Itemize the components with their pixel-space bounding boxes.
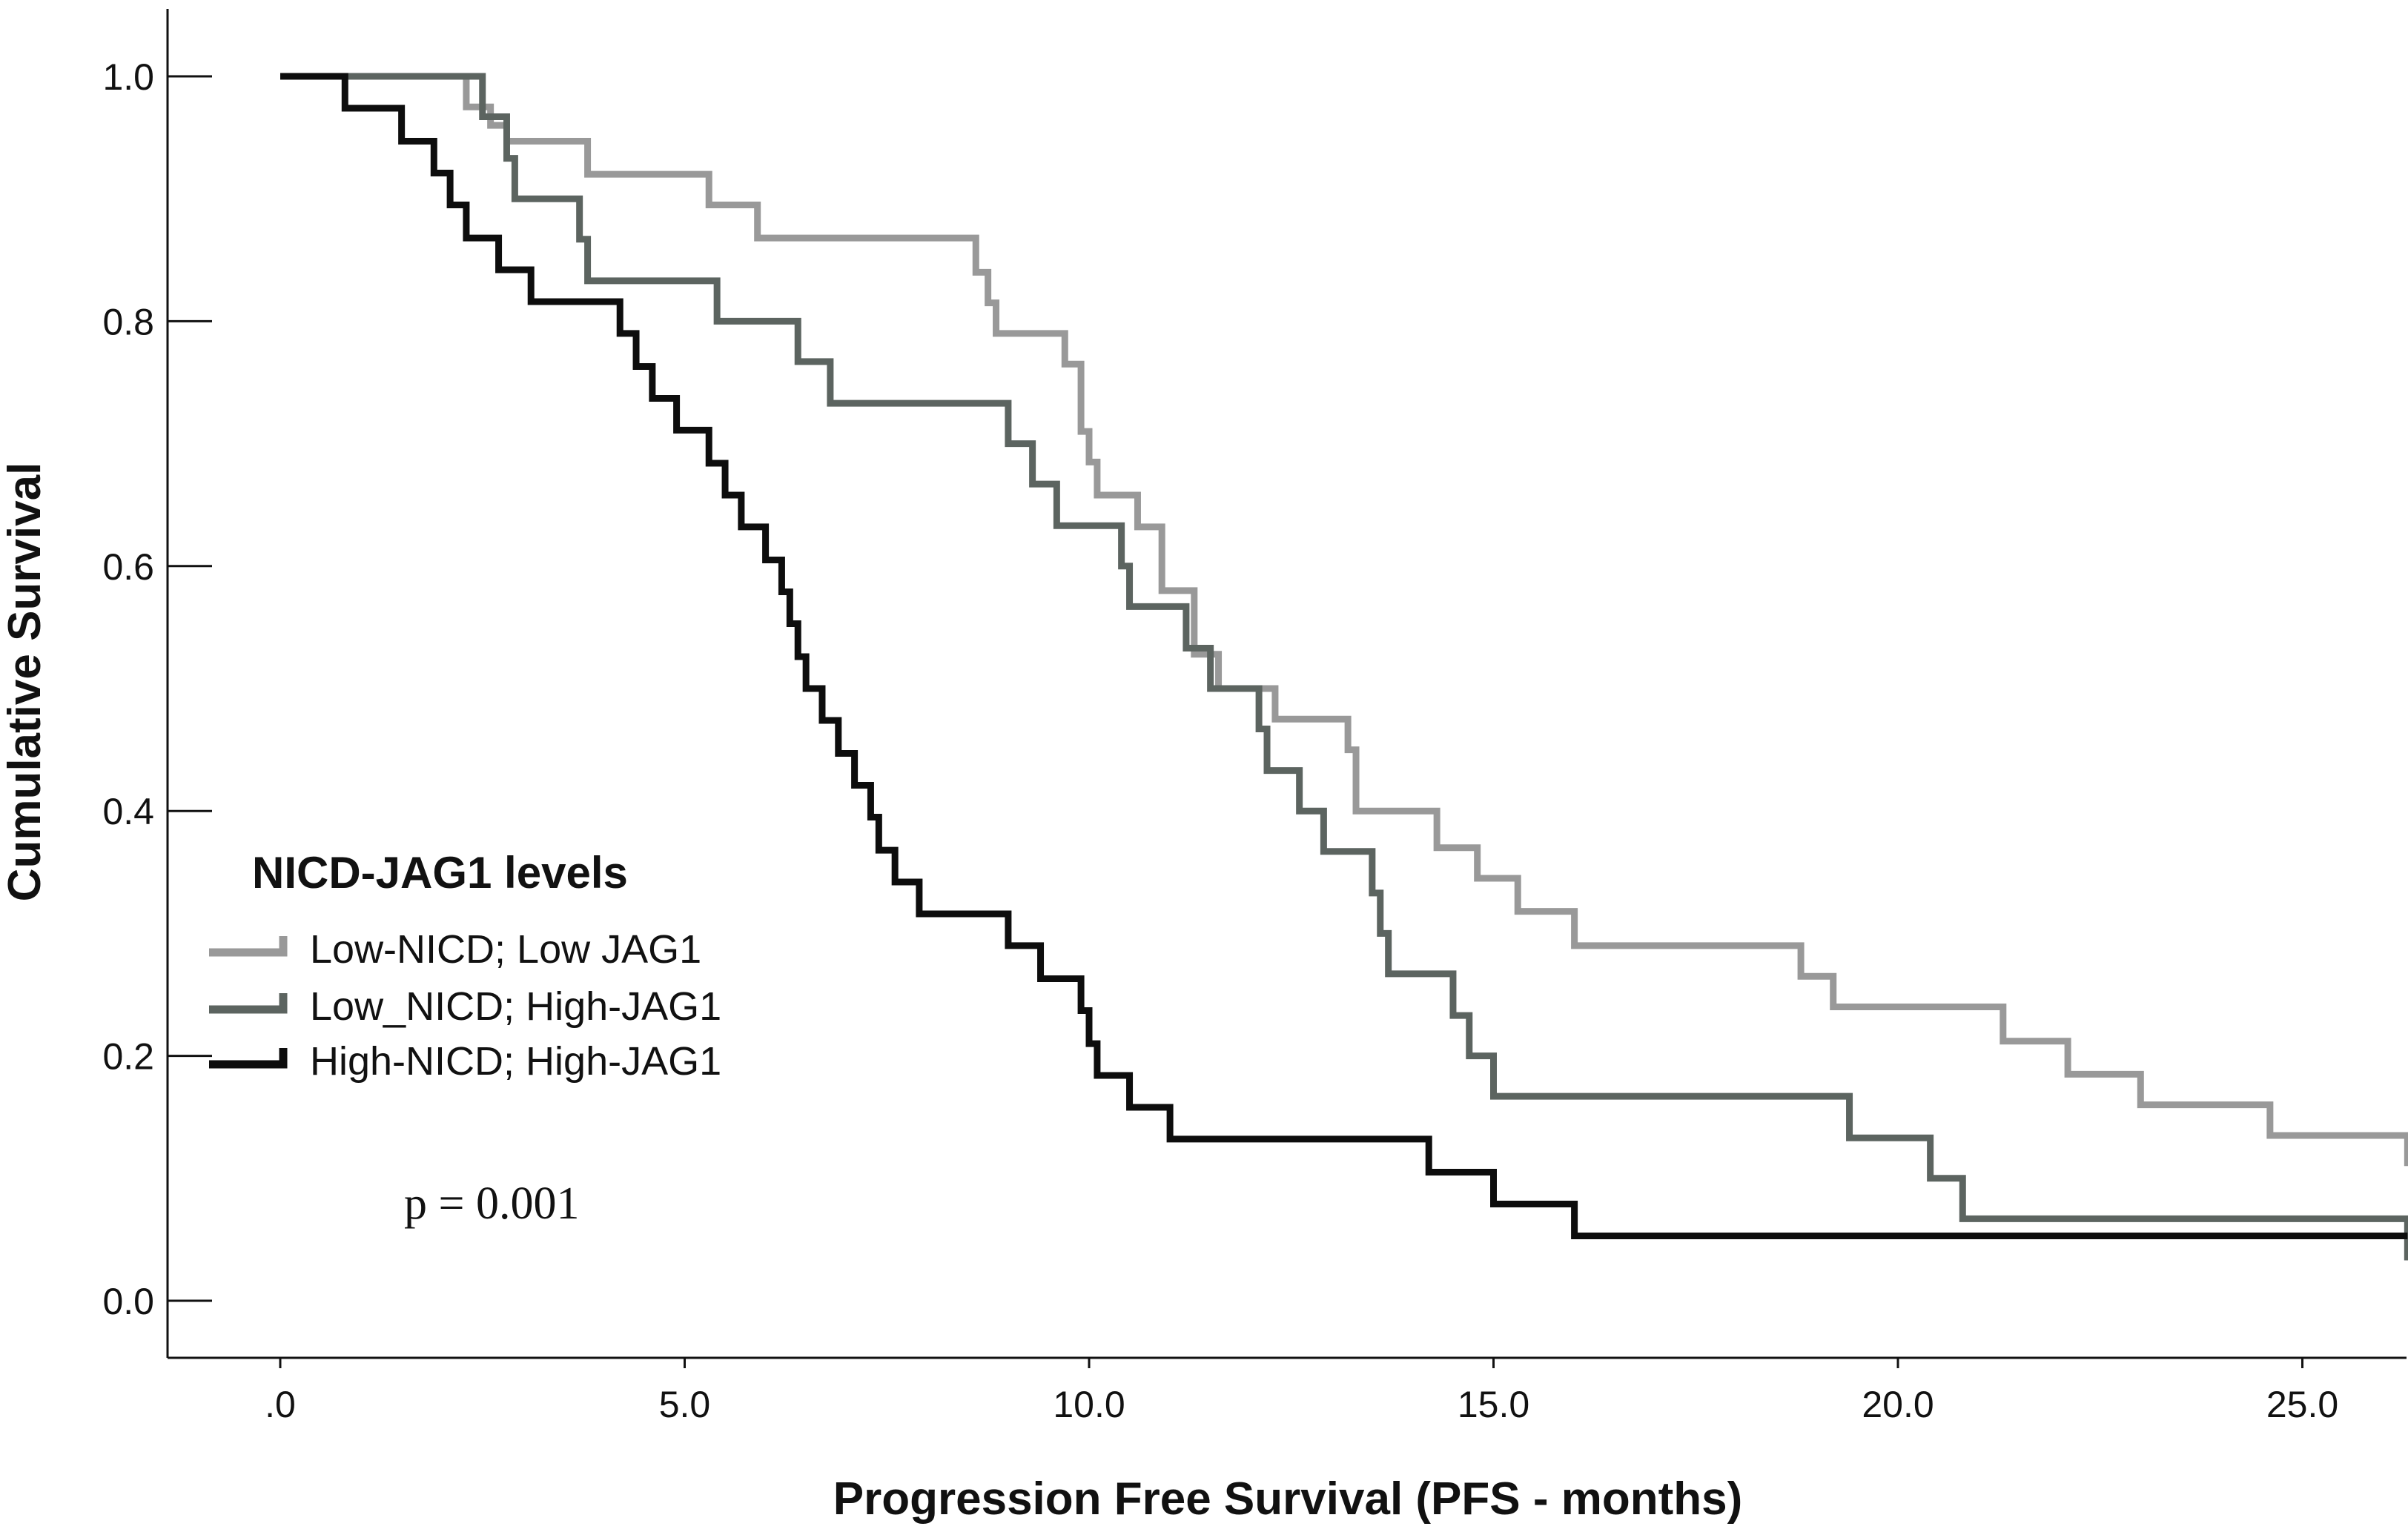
x-tick-label: 15.0	[1458, 1384, 1529, 1425]
x-axis-title: Progression Free Survival (PFS - months)	[833, 1473, 1743, 1525]
legend-swatch	[209, 993, 288, 1014]
x-tick-label: 20.0	[1862, 1384, 1934, 1425]
legend-title: NICD-JAG1 levels	[252, 848, 628, 898]
legend: NICD-JAG1 levels Low-NICD; Low JAG1 Low_N…	[209, 848, 721, 1084]
survival-curve-high-nicd-high-jag1	[280, 73, 2408, 1239]
y-tick-label: 0.8	[102, 301, 154, 342]
legend-label: High-NICD; High-JAG1	[310, 1039, 721, 1084]
x-tick-label: 5.0	[659, 1384, 711, 1425]
y-tick-label: 1.0	[102, 56, 154, 98]
legend-swatch	[209, 1048, 288, 1069]
legend-label: Low-NICD; Low JAG1	[310, 927, 701, 972]
legend-swatch	[209, 936, 288, 957]
x-tick-label: 10.0	[1053, 1384, 1125, 1425]
y-tick-label: 0.2	[102, 1036, 154, 1078]
y-tick-label: 0.4	[102, 791, 154, 832]
x-tick-label: 25.0	[2266, 1384, 2338, 1425]
y-axis-title: Cumulative Survival	[0, 462, 50, 902]
x-tick-label: .0	[265, 1384, 296, 1425]
survival-curve-low-nicd-low-jag1	[280, 73, 2408, 1167]
y-tick-label: 0.0	[102, 1281, 154, 1322]
legend-label: Low_NICD; High-JAG1	[310, 984, 721, 1029]
survival-curve-low-nicd-high-jag1	[280, 73, 2408, 1261]
y-tick-label: 0.6	[102, 546, 154, 588]
p-value-annotation: p = 0.001	[404, 1178, 579, 1229]
